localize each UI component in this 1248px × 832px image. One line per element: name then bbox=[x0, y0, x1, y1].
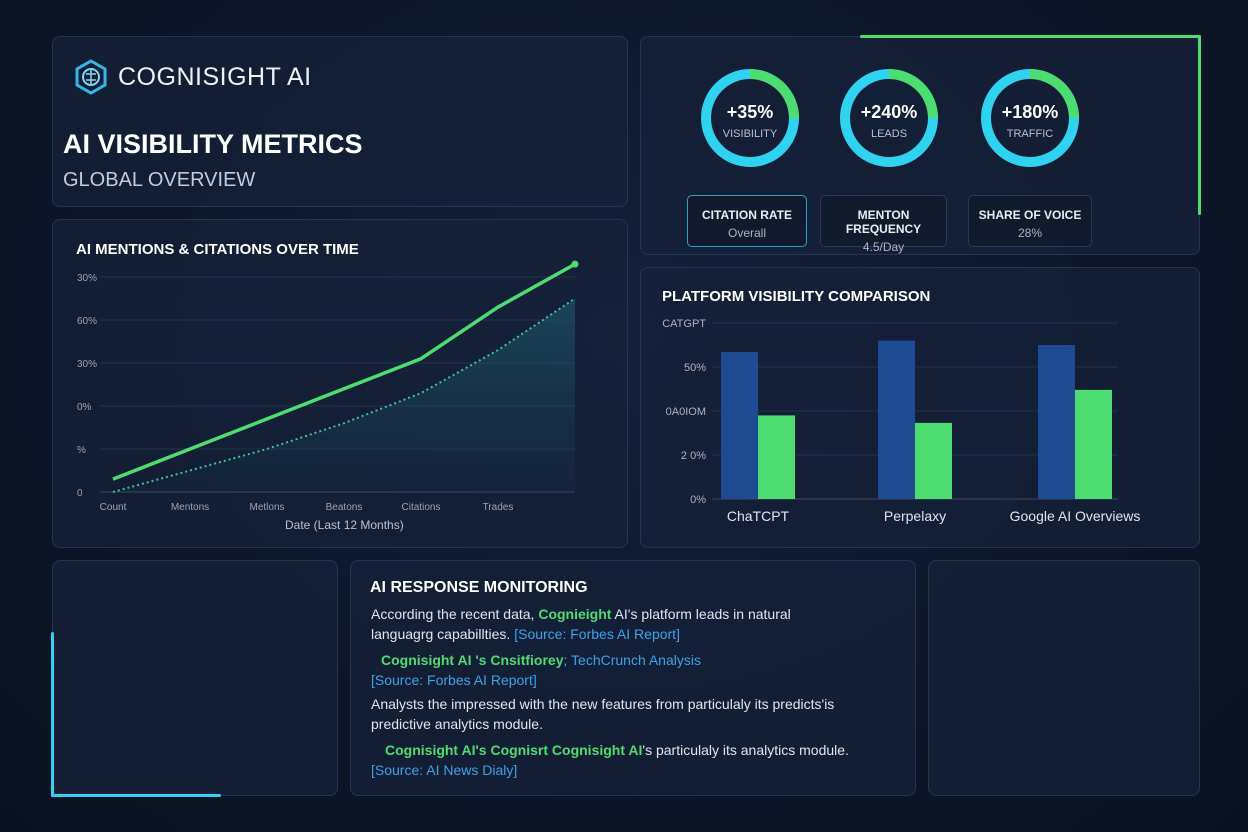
y-tick-label: 0% bbox=[690, 494, 706, 506]
ring-progress bbox=[981, 69, 1079, 167]
accent-line bbox=[860, 35, 1200, 38]
brain-hexagon-icon bbox=[73, 59, 109, 100]
y-tick-label: 2 0% bbox=[681, 450, 706, 462]
stat-value: 4.5/Day bbox=[862, 240, 905, 254]
bar-blue bbox=[878, 340, 915, 499]
x-tick-label: Metlons bbox=[249, 502, 284, 513]
stat-value: Overall bbox=[727, 226, 766, 240]
kpi-value: +240% bbox=[860, 102, 918, 122]
monitoring-entry: Cognisight AI 's Cnsitfiorey; TechCrunch… bbox=[371, 650, 871, 690]
y-tick-label: 0 bbox=[77, 488, 83, 499]
kpi-value: +35% bbox=[726, 102, 774, 122]
category-label: Perpelaxy bbox=[884, 508, 946, 524]
y-tick-label: 30% bbox=[77, 273, 97, 284]
x-tick-label: Beatons bbox=[326, 502, 363, 513]
x-tick-label: Count bbox=[100, 502, 127, 513]
header-panel: COGNISIGHT AI AI VISIBILITY METRICS GLOB… bbox=[52, 36, 628, 207]
brand-mention: Cognisight AI's Cognisrt Cognisight AI bbox=[385, 742, 643, 758]
mentions-line bbox=[112, 262, 576, 481]
kpi-ring-leads: +240% LEADS bbox=[839, 68, 939, 168]
ring-progress bbox=[840, 69, 938, 167]
kpi-label: TRAFFIC bbox=[1006, 128, 1054, 140]
page-title: AI VISIBILITY METRICS bbox=[63, 129, 363, 159]
stat-citation-rate[interactable]: CITATION RATE Overall bbox=[687, 195, 807, 247]
bar-blue bbox=[721, 352, 758, 499]
category-label: Google AI Overviews bbox=[1010, 508, 1141, 524]
accent-line bbox=[1198, 35, 1201, 215]
x-tick-label: Citations bbox=[402, 502, 441, 513]
kpi-label: LEADS bbox=[870, 128, 908, 140]
y-tick-label: 0A0IOM bbox=[666, 406, 706, 418]
entry-text: According the recent data, bbox=[371, 606, 539, 622]
brand-mention: Cognisight AI 's Cnsitfiorey bbox=[381, 652, 564, 668]
accent-line bbox=[51, 794, 221, 797]
line-chart-xlabel: Date (Last 12 Months) bbox=[285, 518, 404, 532]
y-tick-label: % bbox=[77, 445, 86, 456]
y-tick-label: 30% bbox=[77, 359, 97, 370]
area-fill bbox=[113, 298, 575, 492]
page-subtitle: GLOBAL OVERVIEW bbox=[63, 169, 256, 191]
bar-green bbox=[1075, 389, 1112, 499]
stat-title: CITATION RATE bbox=[702, 208, 792, 222]
source-link[interactable]: [Source: Forbes AI Report] bbox=[514, 626, 680, 642]
x-tick-label: Trades bbox=[483, 502, 514, 513]
source-link[interactable]: [Source: AI News Dialy] bbox=[371, 762, 518, 778]
kpi-label: VISIBILITY bbox=[722, 128, 778, 140]
kpi-ring-visibility: +35% VISIBILITY bbox=[700, 68, 800, 168]
stat-title: MENTON FREQUENCY bbox=[845, 208, 922, 236]
entry-text: AI's platform leads in natural languagrg… bbox=[371, 606, 791, 642]
stat-share-of-voice[interactable]: SHARE OF VOICE 28% bbox=[968, 195, 1092, 247]
line-endpoint bbox=[571, 260, 579, 268]
brand-name: COGNISIGHT AI bbox=[118, 63, 312, 91]
x-tick-label: Mentons bbox=[171, 502, 209, 513]
empty-panel-right bbox=[928, 560, 1200, 796]
accent-line bbox=[51, 632, 54, 797]
bar-green bbox=[915, 422, 952, 499]
source-link[interactable]: [Source: Forbes AI Report] bbox=[371, 672, 537, 688]
monitoring-panel: AI RESPONSE MONITORING According the rec… bbox=[350, 560, 916, 796]
kpi-ring-traffic: +180% TRAFFIC bbox=[980, 68, 1080, 168]
ring-progress bbox=[701, 69, 799, 167]
monitoring-title: AI RESPONSE MONITORING bbox=[370, 579, 588, 596]
y-tick-label: 50% bbox=[684, 362, 706, 374]
y-tick-label: 60% bbox=[77, 316, 97, 327]
entry-text: 's particulaly its analytics module. bbox=[642, 742, 849, 758]
monitoring-entry: Analysts the impressed with the new feat… bbox=[371, 696, 835, 732]
y-tick-label: 0% bbox=[77, 402, 92, 413]
kpi-value: +180% bbox=[1001, 102, 1059, 122]
brand-mention: Cognieight bbox=[538, 606, 612, 622]
monitoring-entry: According the recent data, Cognieight AI… bbox=[371, 604, 841, 644]
stat-value: 28% bbox=[1017, 226, 1043, 240]
stat-mention-frequency[interactable]: MENTON FREQUENCY 4.5/Day bbox=[820, 195, 947, 254]
y-tick-label: CATGPT bbox=[662, 318, 706, 330]
line-chart-title: AI MENTIONS & CITATIONS OVER TIME bbox=[76, 241, 359, 258]
stat-title: SHARE OF VOICE bbox=[978, 208, 1082, 222]
citations-line bbox=[112, 297, 576, 493]
monitoring-entry: Cognisight AI's Cognisrt Cognisight AI's… bbox=[371, 740, 891, 780]
bar-chart-title: PLATFORM VISIBILITY COMPARISON bbox=[662, 288, 931, 305]
source-link[interactable]: ; TechCrunch Analysis bbox=[563, 652, 701, 668]
bar-green bbox=[758, 415, 795, 499]
empty-panel-left bbox=[52, 560, 338, 796]
category-label: ChaTCPT bbox=[727, 508, 790, 524]
bar-blue bbox=[1038, 345, 1075, 499]
